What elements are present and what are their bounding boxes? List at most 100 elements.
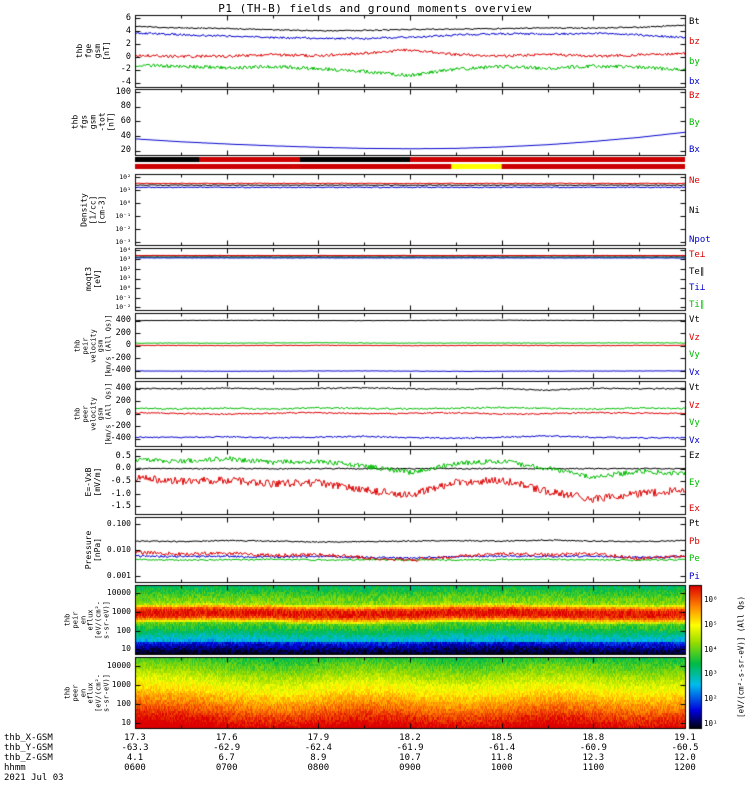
y-tick-label: 80 xyxy=(120,101,131,112)
colorbar-tick-label: 10⁵ xyxy=(704,619,718,629)
y-tick-label: 6 xyxy=(125,12,131,23)
y-tick-label: 10¹ xyxy=(119,274,131,283)
x-axis-value: 17.6 xyxy=(215,733,238,743)
legend-Bx: Bx xyxy=(689,145,700,155)
x-axis-value: -62.9 xyxy=(213,743,241,753)
y-tick-label: 200 xyxy=(115,395,131,406)
legend-Vx: Vx xyxy=(689,436,700,446)
x-axis-value: 8.9 xyxy=(310,753,327,763)
legend-Ex: Ex xyxy=(689,504,700,514)
x-axis-value: 10.7 xyxy=(399,753,421,763)
y-tick-label: 200 xyxy=(115,327,131,338)
x-axis-value: -61.9 xyxy=(396,743,424,753)
legend-Ni: Ni xyxy=(689,205,700,216)
legend-Pe: Pe xyxy=(689,554,700,565)
xaxis-row-label-thb-x-gsm: thb_X-GSM xyxy=(4,733,53,743)
legend-bz: bz xyxy=(689,37,700,47)
y-tick-label: 10⁻¹ xyxy=(115,293,131,302)
x-axis-value: 6.7 xyxy=(218,753,235,763)
legend-Npot: Npot xyxy=(689,235,711,245)
x-axis-value: 18.8 xyxy=(582,733,605,743)
x-axis-value: 19.1 xyxy=(674,733,696,743)
y-tick-label: -400 xyxy=(110,365,131,376)
y-tick-label: 10⁻¹ xyxy=(115,211,131,220)
legend-Vx: Vx xyxy=(689,368,700,378)
colorbar-tick-label: 10¹ xyxy=(704,718,718,728)
y-tick-label: 1000 xyxy=(111,679,131,689)
legend-Vz: Vz xyxy=(689,400,700,411)
legend-Pb: Pb xyxy=(689,536,700,547)
y-tick-label: 10⁻² xyxy=(115,303,131,312)
xaxis-row-label-thb-y-gsm: thb_Y-GSM xyxy=(4,743,53,753)
legend-Bz: Bz xyxy=(689,91,700,101)
y-tick-label: -200 xyxy=(110,420,131,431)
x-axis-value: 17.3 xyxy=(124,733,146,743)
x-axis-value: 1000 xyxy=(490,763,513,773)
legend-bx: bx xyxy=(689,77,700,87)
y-tick-label: 100 xyxy=(116,625,131,635)
y-tick-label: 10000 xyxy=(106,660,131,670)
x-axis-value: 0900 xyxy=(399,763,421,773)
y-tick-label: 40 xyxy=(120,130,131,141)
y-tick-label: 0 xyxy=(125,408,131,419)
y-tick-label: -1.5 xyxy=(110,501,131,512)
x-axis-value: -60.5 xyxy=(671,743,699,753)
y-tick-label: 10² xyxy=(119,264,131,273)
legend-Pi: Pi xyxy=(689,572,700,582)
y-tick-label: 4 xyxy=(125,25,131,36)
y-tick-label: 10⁰ xyxy=(119,198,131,207)
y-tick-label: 0.100 xyxy=(106,519,131,529)
y-tick-label: 0.010 xyxy=(106,544,131,554)
y-tick-label: 10⁴ xyxy=(119,245,131,254)
x-axis-value: -61.4 xyxy=(488,743,516,753)
legend-Pt: Pt xyxy=(689,519,700,529)
y-tick-label: -0.5 xyxy=(110,475,131,486)
legend-Ez: Ez xyxy=(689,451,700,461)
x-axis-value: 18.5 xyxy=(490,733,513,743)
colorbar-tick-label: 10² xyxy=(704,693,718,703)
y-tick-label: 0.5 xyxy=(115,450,131,461)
y-tick-label: 0 xyxy=(125,340,131,351)
xaxis-row-label-hhmm: hhmm xyxy=(4,763,26,773)
legend-Te⊥: Te⊥ xyxy=(689,250,706,260)
legend-Ti⊥: Ti⊥ xyxy=(689,283,706,294)
legend-By: By xyxy=(689,118,700,128)
colorbar-axis-title: [eV/(cm²-s-sr-eV)] (All Qs) xyxy=(736,596,746,718)
x-axis-value: 18.2 xyxy=(399,733,421,743)
y-tick-label: 20 xyxy=(120,145,131,156)
y-tick-label: 400 xyxy=(115,315,131,326)
y-tick-label: 10 xyxy=(121,718,131,728)
legend-Bt: Bt xyxy=(689,17,700,27)
xaxis-row-label-thb-z-gsm: thb_Z-GSM xyxy=(4,753,53,763)
legend-Ti∥: Ti∥ xyxy=(689,300,705,310)
x-axis-value: 1100 xyxy=(582,763,605,773)
legend-Vz: Vz xyxy=(689,332,700,343)
y-tick-label: 2 xyxy=(125,38,131,49)
y-tick-label: 10¹ xyxy=(119,185,131,194)
x-axis-value: 12.3 xyxy=(582,753,605,763)
x-axis-value: 12.0 xyxy=(674,753,696,763)
x-axis-value: 11.8 xyxy=(490,753,513,763)
colorbar-tick-label: 10⁴ xyxy=(704,644,718,654)
legend-Vy: Vy xyxy=(689,418,700,429)
y-tick-label: 10⁻³ xyxy=(115,237,131,246)
y-tick-label: -400 xyxy=(110,433,131,444)
y-tick-label: 10³ xyxy=(119,255,131,264)
y-tick-label: -4 xyxy=(120,77,131,88)
x-axis-value: -60.9 xyxy=(579,743,607,753)
legend-Vy: Vy xyxy=(689,350,700,361)
legend-Vt: Vt xyxy=(689,383,700,393)
y-tick-label: 10⁻² xyxy=(115,224,131,233)
x-axis-value: -63.3 xyxy=(121,743,149,753)
y-tick-label: 60 xyxy=(120,115,131,126)
x-axis-value: 0700 xyxy=(215,763,238,773)
y-tick-label: 100 xyxy=(116,699,131,709)
date-label: 2021 Jul 03 xyxy=(4,773,64,783)
y-tick-label: 0 xyxy=(125,51,131,62)
x-axis-value: 4.1 xyxy=(126,753,144,763)
y-tick-label: 1000 xyxy=(111,607,131,617)
y-tick-label: 10000 xyxy=(106,588,131,598)
x-axis-value: 17.9 xyxy=(307,733,330,743)
